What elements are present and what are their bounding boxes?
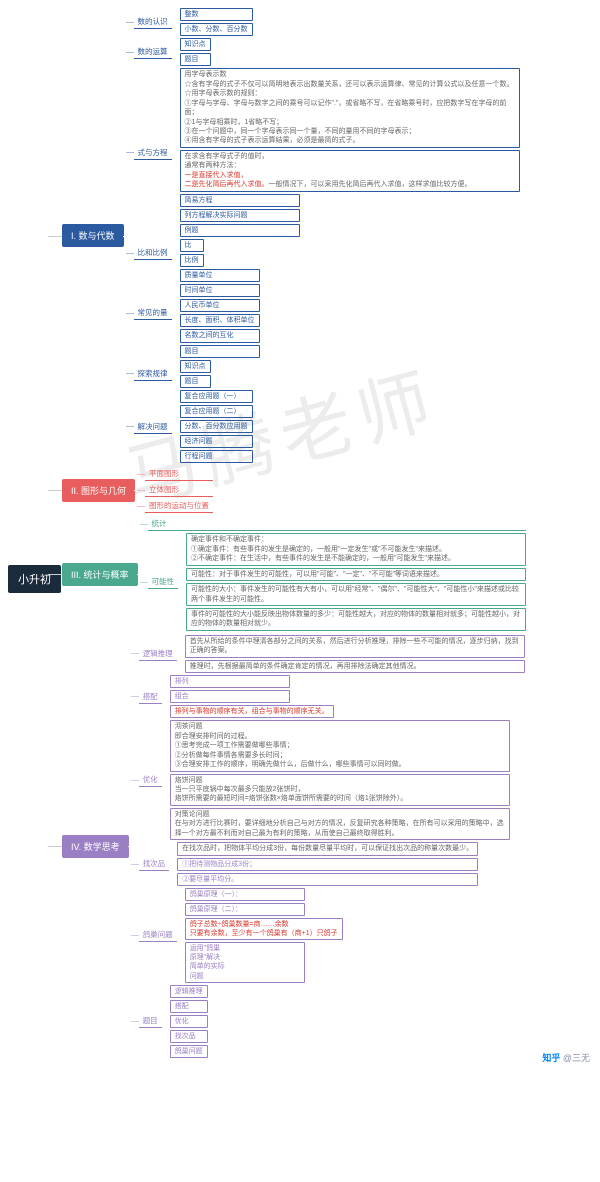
attribution: 知乎 @三无 bbox=[542, 1051, 590, 1064]
branch-1: I. 数与代数 数的认识 整数小数、分数、百分数 数的运算 知识点题目 式与方程… bbox=[62, 8, 596, 463]
node[interactable]: 数的运算 bbox=[134, 45, 172, 59]
leaf: 简易方程 bbox=[180, 194, 300, 207]
branch-3: III. 统计与概率 统计 可能性 确定事件和不确定事件： ①确定事件：有些事件… bbox=[62, 517, 596, 631]
leaf: 在求含有字母式子的值时， 通常有两种方法： 一是直接代入求值， 二是先化简后再代入… bbox=[180, 150, 520, 192]
node[interactable]: 鸽巢问题 bbox=[139, 928, 177, 942]
node[interactable]: 统计 bbox=[148, 517, 527, 531]
node[interactable]: 逻辑推理 bbox=[139, 647, 177, 661]
leaf: ②要尽量平均分。 bbox=[177, 873, 478, 886]
leaf: 分数、百分数应用题 bbox=[180, 420, 253, 433]
txt-highlight: 只要有余数，至少有一个鸽巢有（商+1）只鸽子 bbox=[190, 930, 338, 937]
leaf-long: 用字母表示数 ☆含有字母的式子不仅可以简明地表示出数量关系，还可以表示运算律、常… bbox=[180, 68, 520, 148]
leaf: 题目 bbox=[180, 345, 260, 358]
leaf: 沏茶问题 即合理安排时间的过程。 ①思考完成一项工作需要做哪些事情； ②分析做每… bbox=[170, 720, 510, 771]
node[interactable]: 数的认识 bbox=[134, 15, 172, 29]
leaf: 组合 bbox=[170, 690, 290, 703]
node[interactable]: 可能性 bbox=[148, 575, 179, 589]
branch-4: IV. 数学思考 逻辑推理 首先从所给的条件中理清各部分之间的关系，然后进行分析… bbox=[62, 635, 596, 1058]
leaf: 时间单位 bbox=[180, 284, 260, 297]
leaf: 题目 bbox=[180, 53, 211, 66]
b4-label[interactable]: IV. 数学思考 bbox=[62, 835, 129, 858]
node[interactable]: 探索规律 bbox=[134, 367, 172, 381]
leaf: 立体图形 bbox=[145, 483, 213, 497]
b3-label[interactable]: III. 统计与概率 bbox=[62, 563, 138, 586]
leaf: 长度、面积、体积单位 bbox=[180, 314, 260, 327]
txt: 在求含有字母式子的值时， 通常有两种方法： bbox=[185, 153, 269, 169]
leaf: 复合应用题（二） bbox=[180, 405, 253, 418]
txt-highlight: 鸽子总数÷鸽巢数量=商……余数 bbox=[190, 921, 289, 928]
leaf: 名数之间的互化 bbox=[180, 329, 260, 342]
leaf: 首先从所给的条件中理清各部分之间的关系，然后进行分析推理，排除一些不可能的情况，… bbox=[185, 635, 525, 658]
leaf: 事件的可能性的大小能反映出物体数量的多少：可能性越大，对应的物体的数量相对就多；… bbox=[186, 608, 526, 631]
leaf: 整数 bbox=[180, 8, 253, 21]
leaf: 经济问题 bbox=[180, 435, 253, 448]
leaf: 例题 bbox=[180, 224, 300, 237]
node[interactable]: 式与方程 bbox=[134, 146, 172, 160]
site-name: 知乎 bbox=[542, 1053, 560, 1063]
txt: 一般情况下，可以采用先化简后再代入求值，这样求值比较方便。 bbox=[269, 181, 472, 188]
leaf: 知识点 bbox=[180, 360, 211, 373]
leaf: 找次品 bbox=[170, 1030, 208, 1043]
leaf: 确定事件和不确定事件： ①确定事件：有些事件的发生是确定的，一般用"一定发生"或… bbox=[186, 533, 526, 565]
branch-2: II. 图形与几何 平面图形立体图形图形的运动与位置 bbox=[62, 467, 596, 513]
leaf: 优化 bbox=[170, 1015, 208, 1028]
leaf: 逻辑推理 bbox=[170, 985, 208, 998]
leaf: 人民币单位 bbox=[180, 299, 260, 312]
leaf: 搭配 bbox=[170, 1000, 208, 1013]
leaf: 比例 bbox=[180, 254, 204, 267]
leaf: 列方程解决实际问题 bbox=[180, 209, 300, 222]
leaf: 复合应用题（一） bbox=[180, 390, 253, 403]
root-node[interactable]: 小升初 bbox=[8, 565, 61, 593]
b2-label[interactable]: II. 图形与几何 bbox=[62, 479, 135, 502]
leaf: 烙饼问题 当一只平底锅中每次最多只能放2张饼时， 烙饼所需要的最短时间=烙饼张数… bbox=[170, 774, 510, 806]
leaf: 鸽巢原理（二）： bbox=[185, 903, 305, 916]
user-name: @三无 bbox=[563, 1053, 590, 1063]
leaf: 行程问题 bbox=[180, 450, 253, 463]
leaf: 鸽子总数÷鸽巢数量=商……余数只要有余数，至少有一个鸽巢有（商+1）只鸽子 bbox=[185, 918, 343, 940]
leaf: ①把待测物品分成3份； bbox=[177, 858, 478, 871]
leaf: 鸽巢原理（一）： bbox=[185, 888, 305, 901]
leaf: 比 bbox=[180, 239, 204, 252]
leaf: 可能性：对于事件发生的可能性，可以用"可能"、"一定"、"不可能"等词语来描述。 bbox=[186, 568, 526, 581]
branches: I. 数与代数 数的认识 整数小数、分数、百分数 数的运算 知识点题目 式与方程… bbox=[62, 8, 596, 1058]
leaf: 鸽巢问题 bbox=[170, 1045, 208, 1058]
mindmap-root-container: 马腾老师 小升初 I. 数与代数 数的认识 整数小数、分数、百分数 数的运算 知… bbox=[0, 0, 600, 1070]
node[interactable]: 搭配 bbox=[139, 690, 162, 704]
leaf: 对策论问题 在与对方进行比赛时，要详细地分析自己与对方的情况，反复研究各种策略，… bbox=[170, 808, 510, 840]
leaf: 图形的运动与位置 bbox=[145, 499, 213, 513]
b1-label[interactable]: I. 数与代数 bbox=[62, 224, 124, 247]
b1-children: 数的认识 整数小数、分数、百分数 数的运算 知识点题目 式与方程 用字母表示数 … bbox=[134, 8, 520, 463]
leaf: 知识点 bbox=[180, 38, 211, 51]
node[interactable]: 题目 bbox=[139, 1014, 162, 1028]
leaf: 运用"鸽巢 原理"解决 简单的实际 问题 bbox=[185, 942, 305, 982]
node[interactable]: 常见的量 bbox=[134, 306, 172, 320]
leaf: 小数、分数、百分数 bbox=[180, 23, 253, 36]
leaf: 题目 bbox=[180, 375, 211, 388]
leaf: 排列与事物的顺序有关，组合与事物的顺序无关。 bbox=[170, 705, 334, 718]
leaf: 在找次品时，把物体平均分成3份，每份数量尽量平均时，可以保证找出次品的称量次数最… bbox=[177, 842, 478, 855]
node[interactable]: 优化 bbox=[139, 773, 162, 787]
leaf: 平面图形 bbox=[145, 467, 213, 481]
leaf: 推理时，先根据最简单的条件确定肯定的情况，再用排除法确定其他情况。 bbox=[185, 660, 525, 673]
leaf: 可能性的大小：事件发生的可能性有大有小，可以用"经常"、"偶尔"、"可能性大"、… bbox=[186, 583, 526, 606]
node[interactable]: 解决问题 bbox=[134, 420, 172, 434]
leaf: 排列 bbox=[170, 675, 290, 688]
node[interactable]: 找次品 bbox=[139, 857, 170, 871]
txt-highlight: 一是直接代入求值， 二是先化简后再代入求值。 bbox=[185, 172, 269, 188]
node[interactable]: 比和比例 bbox=[134, 246, 172, 260]
leaf: 质量单位 bbox=[180, 269, 260, 282]
